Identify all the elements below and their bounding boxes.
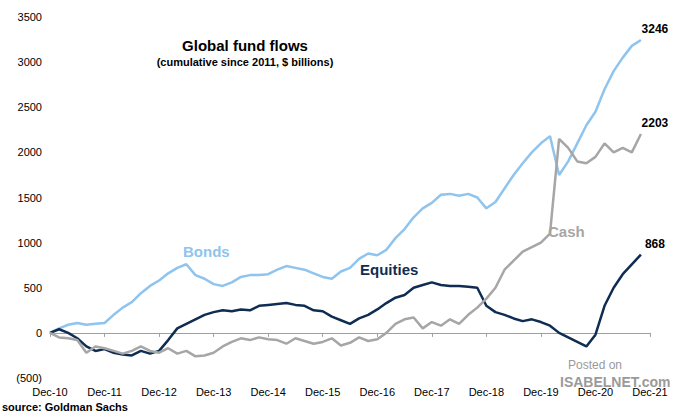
svg-text:0: 0: [36, 327, 42, 339]
svg-text:Dec-11: Dec-11: [87, 386, 122, 398]
svg-text:Bonds: Bonds: [183, 243, 230, 260]
svg-text:Posted on: Posted on: [568, 358, 622, 372]
svg-text:Dec-16: Dec-16: [360, 386, 395, 398]
svg-text:Dec-14: Dec-14: [250, 386, 285, 398]
svg-text:1500: 1500: [18, 192, 42, 204]
svg-text:Global fund flows: Global fund flows: [182, 37, 308, 54]
svg-text:Dec-17: Dec-17: [414, 386, 449, 398]
svg-text:Dec-21: Dec-21: [632, 386, 667, 398]
svg-text:2000: 2000: [18, 146, 42, 158]
svg-text:3500: 3500: [18, 11, 42, 23]
svg-text:2203: 2203: [642, 116, 669, 130]
svg-text:3000: 3000: [18, 56, 42, 68]
svg-text:Dec-12: Dec-12: [141, 386, 176, 398]
svg-text:ISABELNET.com: ISABELNET.com: [560, 374, 671, 390]
svg-text:1000: 1000: [18, 237, 42, 249]
svg-text:3246: 3246: [642, 22, 669, 36]
svg-text:(500): (500): [16, 372, 42, 384]
svg-text:Dec-10: Dec-10: [32, 386, 67, 398]
svg-text:(cumulative since 2011, $ bill: (cumulative since 2011, $ billions): [157, 56, 334, 68]
svg-text:500: 500: [24, 282, 42, 294]
svg-text:Dec-15: Dec-15: [305, 386, 340, 398]
svg-text:2500: 2500: [18, 101, 42, 113]
svg-text:Dec-19: Dec-19: [523, 386, 558, 398]
svg-text:Equities: Equities: [360, 261, 418, 278]
svg-text:source: Goldman Sachs: source: Goldman Sachs: [2, 401, 128, 413]
svg-text:Cash: Cash: [548, 223, 585, 240]
svg-text:868: 868: [645, 237, 665, 251]
svg-text:Dec-20: Dec-20: [578, 386, 613, 398]
svg-text:Dec-18: Dec-18: [469, 386, 504, 398]
svg-text:Dec-13: Dec-13: [196, 386, 231, 398]
